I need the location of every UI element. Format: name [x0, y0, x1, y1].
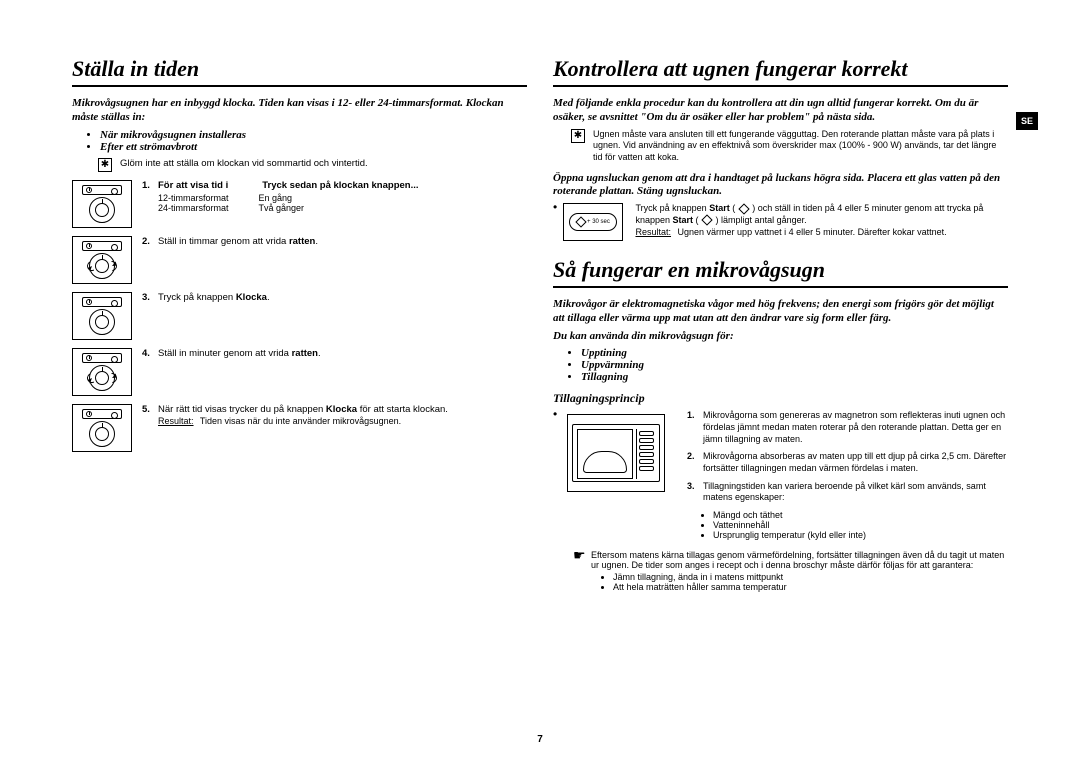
btn-label: + 30 sec	[587, 219, 610, 225]
result-text: Tiden visas när du inte använder mikrovå…	[200, 416, 401, 426]
bullet: Att hela maträtten håller samma temperat…	[613, 582, 1008, 592]
bullet: Upptining	[581, 347, 1008, 359]
step-3: 3. Tryck på knappen Klocka.	[72, 292, 527, 340]
diamond-icon	[738, 203, 749, 214]
left-intro: Mikrovågsugnen har en inbyggd klocka. Ti…	[72, 97, 527, 125]
bullet-dot: •	[553, 410, 567, 542]
step-body: För att visa tid i Tryck sedan på klocka…	[158, 180, 527, 213]
prop-bullets: Mängd och täthet Vatteninnehåll Ursprung…	[677, 510, 1008, 540]
divider	[553, 85, 1008, 87]
bullet: Mängd och täthet	[713, 510, 1008, 520]
subhead: Tillagningsprincip	[553, 391, 1008, 406]
bullet: Uppvärmning	[581, 359, 1008, 371]
step-body: Ställ in minuter genom att vrida ratten.	[158, 348, 527, 359]
principle-3: 3.Tillagningstiden kan variera beroende …	[677, 481, 1008, 504]
step-body: Ställ in timmar genom att vrida ratten.S…	[158, 236, 527, 247]
bullet: Efter ett strömavbrott	[100, 141, 527, 153]
right-title-2: Så fungerar en mikrovågsugn	[553, 257, 1008, 283]
note: ✱ Ugnen måste vara ansluten till ett fun…	[571, 129, 1008, 164]
pointer-text: Eftersom matens kärna tillagas genom vär…	[591, 550, 1008, 570]
note-text: Glöm inte att ställa om klockan vid somm…	[120, 158, 527, 169]
bullet: Jämn tillagning, ända in i matens mittpu…	[613, 572, 1008, 582]
test-step-row: • + 30 sec Tryck på knappen Start ( ) oc…	[553, 203, 1008, 241]
page: Ställa in tiden Mikrovågsugnen har en in…	[0, 0, 1080, 620]
left-column: Ställa in tiden Mikrovågsugnen har en in…	[72, 56, 527, 592]
note-icon: ✱	[98, 158, 112, 172]
result-label: Resultat:	[158, 416, 194, 428]
divider	[72, 85, 527, 87]
step-body: När rätt tid visas trycker du på knappen…	[158, 404, 527, 428]
open-line: Öppna ugnsluckan genom att dra i handtag…	[553, 172, 1008, 200]
cell: Två gånger	[259, 203, 305, 213]
step-1: 1. För att visa tid i Tryck sedan på klo…	[72, 180, 527, 228]
button-diagram: + 30 sec	[563, 203, 623, 241]
step-5: 5. När rätt tid visas trycker du på knap…	[72, 404, 527, 452]
pointer-note: ☛ Eftersom matens kärna tillagas genom v…	[573, 550, 1008, 592]
microwave-diagram	[567, 410, 665, 492]
note-text: Ugnen måste vara ansluten till ett funge…	[593, 129, 1008, 164]
step-num: 4.	[142, 348, 158, 359]
step-num: 5.	[142, 404, 158, 415]
note: ✱ Glöm inte att ställa om klockan vid so…	[98, 158, 527, 172]
step-body: Tryck på knappen Klocka.	[158, 292, 527, 303]
principle-2: 2.Mikrovågorna absorberas av maten upp t…	[677, 451, 1008, 474]
result-label: Resultat:	[635, 227, 671, 239]
col-head: Tryck sedan på klockan knappen...	[262, 180, 418, 191]
page-number: 7	[537, 734, 543, 745]
step-num: 1.	[142, 180, 158, 191]
note-icon: ✱	[571, 129, 585, 143]
right-title-1: Kontrollera att ugnen fungerar korrekt	[553, 56, 1008, 82]
col-head: För att visa tid i	[158, 180, 228, 191]
cell: 12-timmarsformat	[158, 193, 229, 203]
bullet: Tillagning	[581, 371, 1008, 383]
left-title: Ställa in tiden	[72, 56, 527, 82]
left-bullets: När mikrovågsugnen installeras Efter ett…	[72, 129, 527, 153]
cell: En gång	[259, 193, 305, 203]
dial-diagram	[72, 180, 132, 228]
test-body: Tryck på knappen Start ( ) och ställ in …	[635, 203, 1008, 239]
principle-1: 1.Mikrovågorna som genereras av magnetro…	[677, 410, 1008, 445]
step-num: 3.	[142, 292, 158, 303]
diamond-icon	[575, 216, 586, 227]
use-bullets: Upptining Uppvärmning Tillagning	[553, 347, 1008, 383]
bullet: Ursprunglig temperatur (kyld eller inte)	[713, 530, 1008, 540]
right-intro-2: Mikrovågor är elektromagnetiska vågor me…	[553, 298, 1008, 326]
step-4: 4. Ställ in minuter genom att vrida ratt…	[72, 348, 527, 396]
principles-row: • 1.Mikrovågorna som genereras av magnet…	[553, 410, 1008, 542]
use-line: Du kan använda din mikrovågsugn för:	[553, 330, 1008, 344]
cell: 24-timmarsformat	[158, 203, 229, 213]
bullet: När mikrovågsugnen installeras	[100, 129, 527, 141]
bullet: Vatteninnehåll	[713, 520, 1008, 530]
step-2: 2. Ställ in timmar genom att vrida ratte…	[72, 236, 527, 284]
step-num: 2.	[142, 236, 158, 247]
right-column: Kontrollera att ugnen fungerar korrekt M…	[553, 56, 1008, 592]
right-intro-1: Med följande enkla procedur kan du kontr…	[553, 97, 1008, 125]
diamond-icon	[701, 215, 712, 226]
divider	[553, 286, 1008, 288]
result-text: Ugnen värmer upp vattnet i 4 eller 5 min…	[678, 227, 947, 237]
bullet-dot: •	[553, 203, 563, 241]
pointer-icon: ☛	[573, 550, 591, 560]
steps: 1. För att visa tid i Tryck sedan på klo…	[72, 180, 527, 452]
